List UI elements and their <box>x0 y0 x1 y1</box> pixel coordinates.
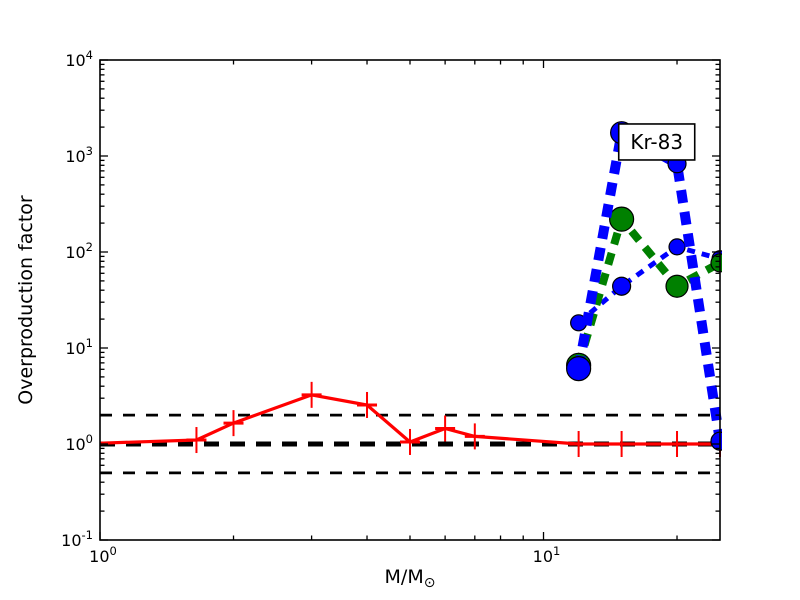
data-point-marker <box>612 276 632 296</box>
data-point-marker <box>609 206 635 232</box>
x-tick-label: 101 <box>533 544 561 566</box>
annotation-label: Kr-83 <box>630 130 683 154</box>
series-layer <box>100 121 722 457</box>
axis-ticks <box>99 59 720 541</box>
series-line <box>574 210 722 367</box>
annotation-box <box>617 123 696 161</box>
data-point-marker <box>665 274 689 298</box>
y-tick-label: 103 <box>65 144 93 166</box>
y-tick-label: 104 <box>65 48 93 70</box>
x-axis-label: M/M⊙ <box>385 566 436 591</box>
data-point-marker <box>668 238 686 256</box>
y-tick-label: 102 <box>65 240 93 262</box>
y-tick-label: 101 <box>65 336 93 358</box>
series-line <box>576 244 721 325</box>
y-axis-label: Overproduction factor <box>15 195 37 405</box>
series-red-solid-low-mass-models <box>100 381 722 457</box>
y-tick-label: 100 <box>65 432 93 454</box>
data-point-marker <box>566 356 592 382</box>
x-tick-label: 100 <box>89 544 117 566</box>
